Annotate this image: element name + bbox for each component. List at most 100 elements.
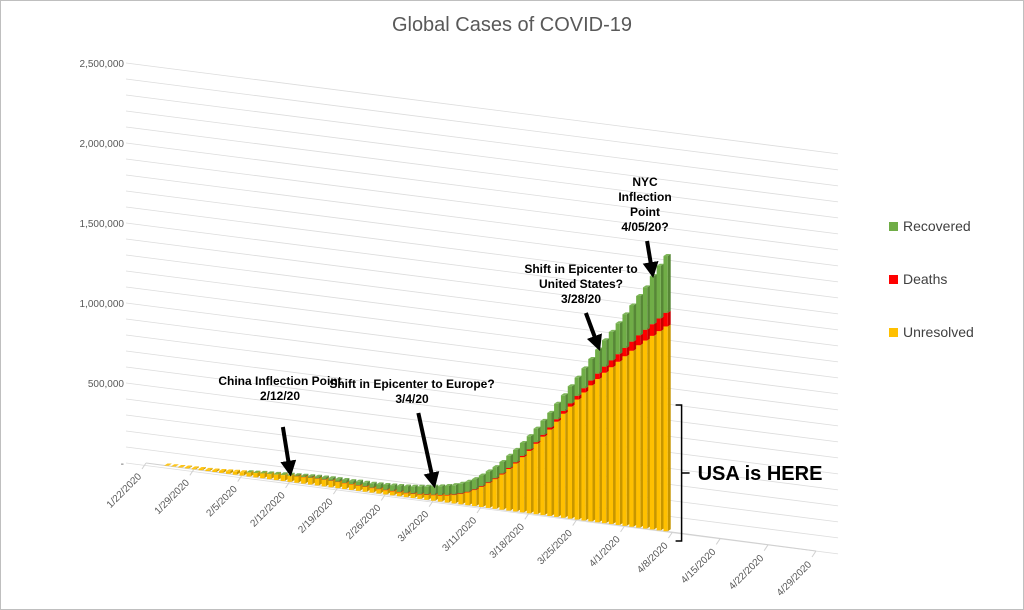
recovered-bar-side: [401, 484, 405, 492]
unresolved-bar: [656, 331, 661, 531]
recovered-bar: [294, 475, 299, 477]
deaths-bar-side: [647, 327, 651, 341]
unresolved-bar: [629, 350, 634, 527]
gridline: [125, 318, 839, 411]
unresolved-bar: [663, 326, 668, 532]
recovered-bar-side: [551, 410, 555, 428]
deaths-bar: [663, 312, 668, 327]
unresolved-bar: [560, 413, 566, 518]
recovered-bar: [595, 349, 600, 374]
legend: Recovered Deaths Unresolved: [889, 218, 974, 340]
recovered-bar: [499, 461, 504, 474]
recovered-bar: [629, 305, 634, 342]
deaths-bar-side: [585, 386, 589, 393]
y-tick-label: -: [121, 459, 124, 470]
gridline: [125, 158, 839, 251]
deaths-bar: [472, 489, 477, 491]
recovered-bar-top: [485, 469, 493, 472]
x-tick-mark: [763, 544, 769, 551]
recovered-bar: [417, 486, 422, 495]
recovered-bar-side: [537, 426, 541, 443]
unresolved-bar: [588, 385, 593, 522]
unresolved-bar: [492, 479, 497, 509]
recovered-bar-side: [264, 470, 268, 474]
unresolved-bar: [431, 495, 436, 501]
recovered-bar-top: [266, 471, 275, 474]
x-tick-mark: [285, 481, 290, 489]
unresolved-bar-side: [271, 472, 275, 480]
recovered-bar-side: [339, 477, 343, 482]
deaths-bar-side: [551, 425, 555, 430]
unresolved-bar-side: [182, 465, 186, 468]
x-tick-label: 3/4/2020: [396, 509, 432, 545]
deaths-bar-side: [483, 484, 487, 487]
recovered-bar-side: [654, 274, 658, 325]
annotation-arrow: [642, 240, 659, 279]
recovered-bar: [348, 481, 354, 485]
deaths-bar-side: [496, 476, 500, 480]
deaths-bar-side: [654, 322, 658, 336]
gridline: [125, 110, 839, 203]
unresolved-bar: [376, 489, 381, 494]
x-tick-mark: [428, 500, 434, 507]
unresolved-bar-side: [455, 493, 459, 504]
gridline: [125, 270, 839, 363]
unresolved-bar: [314, 478, 320, 486]
y-tick-label: 500,000: [88, 379, 125, 390]
x-tick-mark: [141, 462, 147, 470]
gridline: [125, 414, 839, 507]
unresolved-bar-side: [551, 427, 555, 516]
deaths-bar: [615, 354, 620, 362]
unresolved-bar-side: [469, 490, 473, 506]
annotation-text: Shift in Epicenter to Europe?: [329, 377, 494, 391]
annotation-text: 4/05/20?: [621, 220, 668, 234]
unresolved-bar-side: [626, 354, 630, 526]
recovered-bar-top: [314, 474, 323, 477]
unresolved-bar: [649, 335, 655, 530]
deaths-bar-side: [462, 491, 466, 495]
deaths-bar-side: [544, 432, 548, 437]
unresolved-bar: [307, 477, 313, 485]
deaths-bar: [629, 341, 634, 351]
deaths-bar: [595, 373, 600, 380]
recovered-bar-top: [663, 254, 671, 257]
deaths-bar: [554, 419, 559, 422]
recovered-bar-side: [442, 484, 446, 495]
unresolved-bar-side: [503, 472, 507, 510]
unresolved-bar: [287, 475, 292, 482]
recovered-bar-top: [560, 393, 569, 396]
recovered-bar: [266, 473, 272, 474]
deaths-bar-side: [565, 408, 569, 414]
deaths-bar: [431, 494, 436, 496]
annotation-text: 3/4/20: [395, 392, 429, 406]
unresolved-bar-side: [565, 411, 569, 518]
recovered-bar: [567, 386, 572, 404]
recovered-bar: [465, 481, 470, 492]
unresolved-bar-top: [232, 469, 240, 472]
annotation-text: United States?: [539, 277, 623, 291]
x-tick-label: 1/22/2020: [105, 471, 145, 511]
recovered-bar-top: [567, 384, 575, 387]
deaths-bar: [478, 486, 484, 487]
unresolved-bar-side: [216, 468, 220, 472]
annotation-text: 3/28/20: [561, 292, 601, 306]
unresolved-bar: [205, 469, 210, 472]
unresolved-bar-side: [346, 481, 350, 490]
unresolved-bar: [636, 345, 641, 528]
unresolved-bar-top: [191, 466, 199, 469]
x-tick-mark: [237, 475, 243, 482]
y-tick-label: 1,000,000: [80, 299, 125, 310]
unresolved-bar: [232, 471, 237, 475]
gridline: [125, 398, 839, 491]
x-tick-label: 2/12/2020: [248, 490, 288, 530]
deaths-bar-side: [613, 358, 617, 368]
recovered-bar-side: [633, 303, 637, 342]
deaths-bar: [451, 494, 456, 496]
recovered-bar-top: [355, 479, 364, 482]
unresolved-bar: [403, 493, 408, 498]
deaths-bar-side: [325, 477, 329, 480]
unresolved-bar-side: [278, 472, 282, 481]
recovered-bar-side: [565, 393, 569, 411]
recovered-bar: [540, 420, 545, 435]
